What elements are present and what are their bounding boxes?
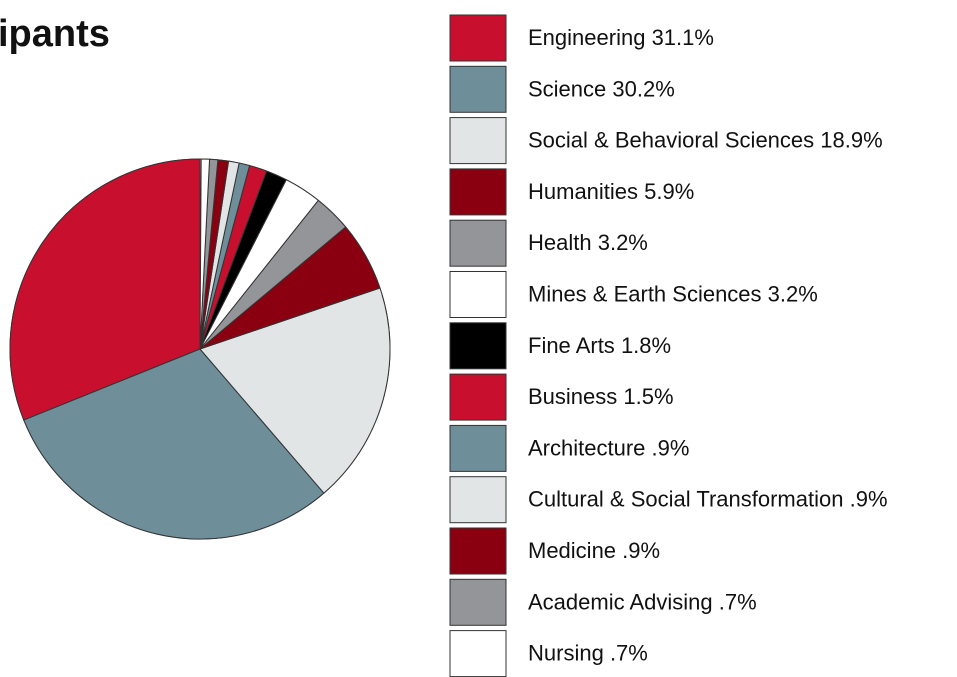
- legend-label: Business 1.5%: [528, 384, 674, 409]
- legend-label: Academic Advising .7%: [528, 589, 757, 614]
- legend-label: Social & Behavioral Sciences 18.9%: [528, 127, 883, 152]
- legend-category: Business: [528, 384, 617, 409]
- legend-value: 3.2%: [598, 230, 648, 255]
- legend-category: Nursing: [528, 640, 604, 665]
- legend-value: 5.9%: [644, 179, 694, 204]
- legend-category: Medicine: [528, 538, 616, 563]
- legend-label: Mines & Earth Sciences 3.2%: [528, 281, 818, 306]
- legend-value: .7%: [719, 589, 757, 614]
- legend-category: Humanities: [528, 179, 638, 204]
- legend-label: Cultural & Social Transformation .9%: [528, 487, 888, 512]
- legend-swatch: [449, 578, 507, 626]
- legend-swatch: [449, 219, 507, 267]
- legend-swatch: [449, 14, 507, 62]
- chart-title: ipants: [0, 13, 110, 55]
- legend-swatch: [449, 527, 507, 575]
- legend-value: 1.5%: [623, 384, 673, 409]
- legend-category: Social & Behavioral Sciences: [528, 127, 814, 152]
- legend-label: Fine Arts 1.8%: [528, 333, 671, 358]
- legend-category: Mines & Earth Sciences: [528, 281, 762, 306]
- legend-category: Science: [528, 76, 606, 101]
- legend-value: .9%: [622, 538, 660, 563]
- legend-label: Health 3.2%: [528, 230, 648, 255]
- legend-swatch: [449, 168, 507, 216]
- legend-swatch: [449, 373, 507, 421]
- legend-category: Health: [528, 230, 592, 255]
- legend-label: Nursing .7%: [528, 640, 648, 665]
- legend-value: 31.1%: [652, 25, 714, 50]
- legend-category: Cultural & Social Transformation: [528, 487, 843, 512]
- legend-category: Academic Advising: [528, 589, 713, 614]
- legend-category: Fine Arts: [528, 333, 615, 358]
- legend-value: .9%: [652, 435, 690, 460]
- pie-slice: [199, 158, 211, 350]
- legend-value: 3.2%: [768, 281, 818, 306]
- legend-swatch: [449, 630, 507, 677]
- legend-category: Architecture: [528, 435, 645, 460]
- legend-value: 18.9%: [820, 127, 882, 152]
- legend-swatch: [449, 271, 507, 318]
- legend-swatch: [449, 117, 507, 165]
- legend-value: 1.8%: [621, 333, 671, 358]
- pie-slice: [23, 348, 325, 540]
- legend-swatch: [449, 424, 507, 472]
- legend-label: Engineering 31.1%: [528, 25, 714, 50]
- legend-label: Science 30.2%: [528, 76, 675, 101]
- legend-swatch: [449, 322, 507, 370]
- pie-slice: [9, 158, 201, 421]
- legend-category: Engineering: [528, 25, 645, 50]
- legend-value: .9%: [850, 487, 888, 512]
- legend-value: 30.2%: [612, 76, 674, 101]
- legend-label: Medicine .9%: [528, 538, 660, 563]
- legend-value: .7%: [610, 640, 648, 665]
- legend-label: Architecture .9%: [528, 435, 689, 460]
- pie-slice: [199, 287, 391, 494]
- legend-label: Humanities 5.9%: [528, 179, 694, 204]
- legend-swatch: [449, 476, 507, 524]
- legend-swatch: [449, 65, 507, 113]
